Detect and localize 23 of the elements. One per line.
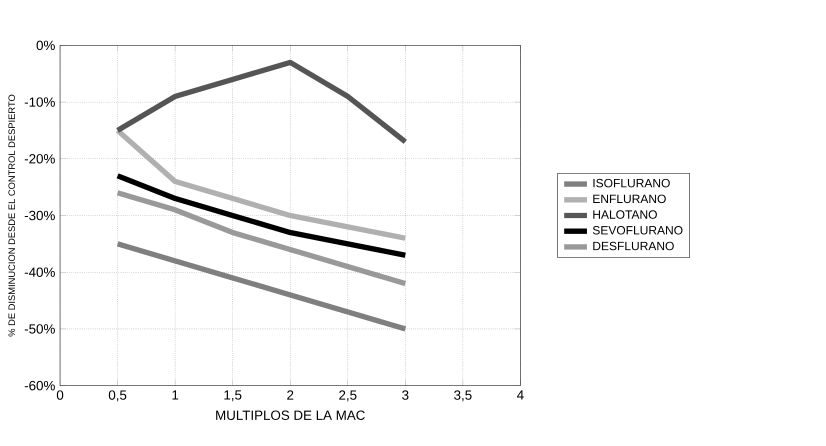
y-tick-label: -60% (24, 381, 55, 391)
legend-label: HALOTANO (593, 210, 657, 219)
y-tick-label: -40% (24, 268, 55, 278)
legend-label: ISOFLURANO (593, 179, 670, 188)
x-tick-label: 2 (287, 390, 294, 400)
x-tick-label: 1 (172, 390, 178, 400)
x-tick-label: 2,5 (339, 390, 356, 402)
y-tick-label: 0% (36, 40, 55, 50)
legend-label: ENFLURANO (593, 194, 666, 204)
x-tick-label: 3 (402, 390, 408, 400)
legend-label: DESFLURANO (593, 242, 674, 250)
legend-label: SEVOFLURANO (592, 226, 682, 235)
y-tick-label: -30% (24, 210, 55, 220)
x-tick-label: 0 (56, 390, 64, 400)
y-tick-label: -10% (24, 98, 55, 107)
x-tick-label: 3,5 (454, 390, 472, 402)
x-tick-label: 1,5 (224, 390, 242, 402)
y-axis-title: % DE DISMINUCION DESDE EL CONTROL DESPIERTO (8, 94, 16, 337)
x-tick-label: 0,5 (108, 390, 126, 402)
y-tick-label: -20% (24, 154, 55, 164)
x-axis-title: MULTIPLOS DE LA MAC (216, 410, 365, 420)
x-tick-label: 4 (517, 390, 524, 400)
y-tick-label: -50% (24, 324, 55, 334)
